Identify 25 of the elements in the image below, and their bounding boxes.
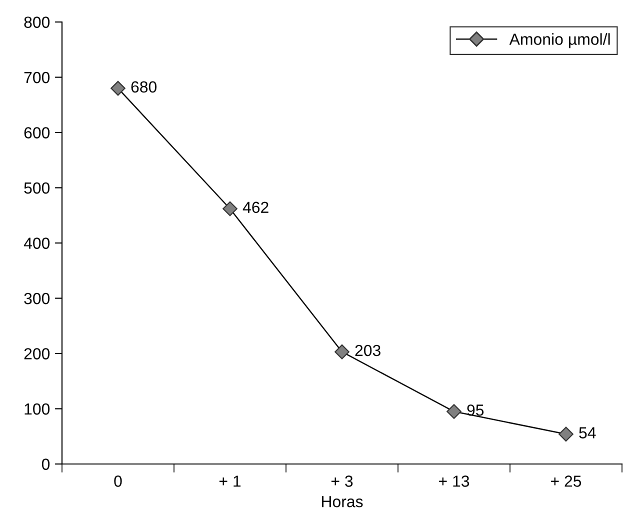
y-tick-label: 600: [24, 127, 50, 138]
data-label: 462: [242, 202, 268, 214]
y-tick-label: 700: [24, 72, 50, 84]
x-axis-title: Horas: [322, 496, 363, 508]
point: [222, 201, 238, 216]
x-tick-label: 0: [114, 476, 122, 487]
legend-label: Amonio µmol/l: [509, 33, 610, 48]
point: [334, 344, 350, 360]
x-tick-label: + 1: [219, 476, 241, 487]
y-tick-label: 200: [24, 348, 50, 360]
y-tick-label: 800: [24, 16, 50, 28]
data-label: 680: [131, 81, 157, 93]
x-tick-label: + 13: [439, 476, 470, 487]
y-tick-label: 500: [24, 182, 50, 194]
point: [558, 426, 574, 442]
x-tick-label: + 3: [331, 476, 353, 487]
y-tick-label: 300: [24, 292, 50, 304]
y-tick-label: 0: [42, 458, 50, 470]
data-label: 203: [355, 344, 380, 356]
y-tick-label: 100: [24, 403, 50, 415]
point: [110, 80, 126, 96]
x-tick-label: + 25: [551, 476, 582, 487]
data-label: 54: [579, 427, 596, 438]
y-tick-label: 400: [24, 238, 50, 249]
point: [446, 404, 462, 419]
